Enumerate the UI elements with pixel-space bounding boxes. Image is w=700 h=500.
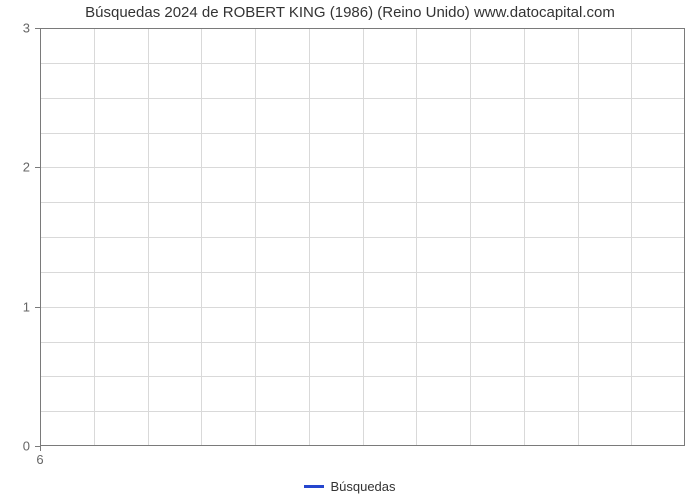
y-tick-mark: [35, 167, 40, 168]
y-tick-label: 1: [23, 299, 30, 314]
grid-line-v: [148, 28, 149, 446]
plot-area: 01236: [40, 28, 685, 446]
grid-line-v: [578, 28, 579, 446]
x-tick-mark: [40, 446, 41, 451]
grid-line-v: [470, 28, 471, 446]
grid-line-v: [94, 28, 95, 446]
chart: Búsquedas 2024 de ROBERT KING (1986) (Re…: [0, 0, 700, 500]
grid-line-v: [201, 28, 202, 446]
chart-title: Búsquedas 2024 de ROBERT KING (1986) (Re…: [0, 4, 700, 21]
x-tick-label: 6: [36, 452, 43, 467]
grid-line-v: [416, 28, 417, 446]
y-tick-mark: [35, 307, 40, 308]
legend: Búsquedas: [0, 478, 700, 494]
y-tick-label: 3: [23, 21, 30, 36]
grid-line-v: [631, 28, 632, 446]
grid-line-v: [309, 28, 310, 446]
y-tick-label: 2: [23, 160, 30, 175]
grid-line-v: [363, 28, 364, 446]
grid-line-v: [255, 28, 256, 446]
grid-line-v: [524, 28, 525, 446]
legend-swatch: [304, 485, 324, 488]
y-tick-label: 0: [23, 439, 30, 454]
y-tick-mark: [35, 28, 40, 29]
legend-label: Búsquedas: [330, 479, 395, 494]
